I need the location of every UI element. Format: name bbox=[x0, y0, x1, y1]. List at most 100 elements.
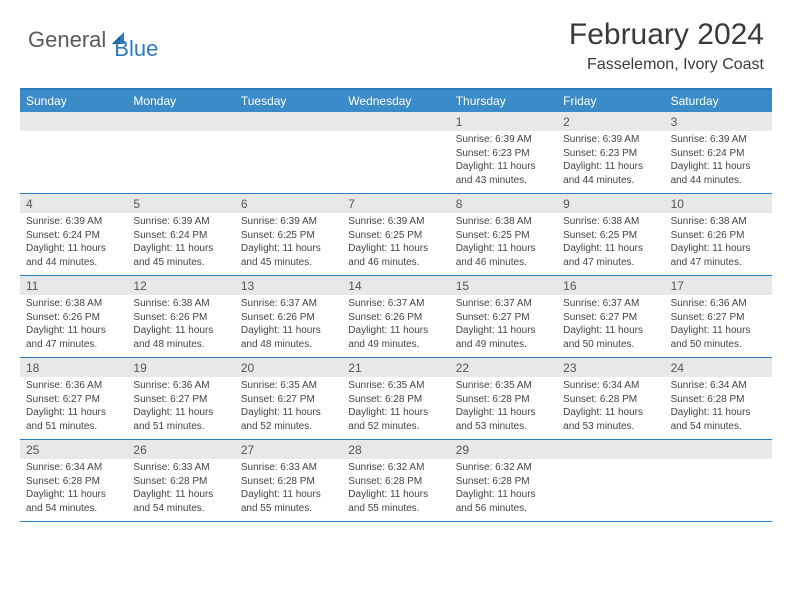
sunrise-text: Sunrise: 6:38 AM bbox=[671, 215, 766, 229]
day-number: 16 bbox=[557, 276, 664, 295]
daylight-text: Daylight: 11 hours and 49 minutes. bbox=[456, 324, 551, 351]
sunset-text: Sunset: 6:28 PM bbox=[563, 393, 658, 407]
daylight-text: Daylight: 11 hours and 50 minutes. bbox=[671, 324, 766, 351]
sunrise-text: Sunrise: 6:35 AM bbox=[456, 379, 551, 393]
day-content: Sunrise: 6:37 AMSunset: 6:26 PMDaylight:… bbox=[235, 295, 342, 357]
weekday-header: Sunday bbox=[20, 90, 127, 112]
day-content: Sunrise: 6:39 AMSunset: 6:23 PMDaylight:… bbox=[450, 131, 557, 193]
daylight-text: Daylight: 11 hours and 44 minutes. bbox=[563, 160, 658, 187]
sunset-text: Sunset: 6:26 PM bbox=[348, 311, 443, 325]
day-content bbox=[557, 459, 664, 521]
day-content: Sunrise: 6:37 AMSunset: 6:26 PMDaylight:… bbox=[342, 295, 449, 357]
weeks-container: 123Sunrise: 6:39 AMSunset: 6:23 PMDaylig… bbox=[20, 112, 772, 522]
sunrise-text: Sunrise: 6:37 AM bbox=[241, 297, 336, 311]
day-number: 7 bbox=[342, 194, 449, 213]
daylight-text: Daylight: 11 hours and 47 minutes. bbox=[671, 242, 766, 269]
daylight-text: Daylight: 11 hours and 49 minutes. bbox=[348, 324, 443, 351]
weekday-header: Wednesday bbox=[342, 90, 449, 112]
weekday-header: Friday bbox=[557, 90, 664, 112]
sunset-text: Sunset: 6:28 PM bbox=[133, 475, 228, 489]
sunset-text: Sunset: 6:26 PM bbox=[241, 311, 336, 325]
sunset-text: Sunset: 6:24 PM bbox=[26, 229, 121, 243]
day-number: 9 bbox=[557, 194, 664, 213]
day-content: Sunrise: 6:35 AMSunset: 6:27 PMDaylight:… bbox=[235, 377, 342, 439]
daylight-text: Daylight: 11 hours and 56 minutes. bbox=[456, 488, 551, 515]
sunrise-text: Sunrise: 6:39 AM bbox=[348, 215, 443, 229]
day-number: 22 bbox=[450, 358, 557, 377]
daylight-text: Daylight: 11 hours and 51 minutes. bbox=[26, 406, 121, 433]
sunrise-text: Sunrise: 6:38 AM bbox=[456, 215, 551, 229]
day-number bbox=[342, 112, 449, 131]
sunset-text: Sunset: 6:24 PM bbox=[671, 147, 766, 161]
sunset-text: Sunset: 6:28 PM bbox=[241, 475, 336, 489]
sunset-text: Sunset: 6:28 PM bbox=[348, 475, 443, 489]
day-number: 26 bbox=[127, 440, 234, 459]
day-number bbox=[665, 440, 772, 459]
sunset-text: Sunset: 6:27 PM bbox=[563, 311, 658, 325]
day-number: 6 bbox=[235, 194, 342, 213]
day-content: Sunrise: 6:39 AMSunset: 6:23 PMDaylight:… bbox=[557, 131, 664, 193]
sunset-text: Sunset: 6:27 PM bbox=[133, 393, 228, 407]
daylight-text: Daylight: 11 hours and 44 minutes. bbox=[671, 160, 766, 187]
sunrise-text: Sunrise: 6:32 AM bbox=[348, 461, 443, 475]
week-row: 18192021222324Sunrise: 6:36 AMSunset: 6:… bbox=[20, 358, 772, 440]
daylight-text: Daylight: 11 hours and 46 minutes. bbox=[456, 242, 551, 269]
day-content: Sunrise: 6:33 AMSunset: 6:28 PMDaylight:… bbox=[235, 459, 342, 521]
day-content: Sunrise: 6:38 AMSunset: 6:26 PMDaylight:… bbox=[20, 295, 127, 357]
day-number: 19 bbox=[127, 358, 234, 377]
daylight-text: Daylight: 11 hours and 51 minutes. bbox=[133, 406, 228, 433]
day-number bbox=[20, 112, 127, 131]
day-number: 21 bbox=[342, 358, 449, 377]
day-number: 12 bbox=[127, 276, 234, 295]
day-number: 13 bbox=[235, 276, 342, 295]
sunrise-text: Sunrise: 6:34 AM bbox=[671, 379, 766, 393]
daylight-text: Daylight: 11 hours and 43 minutes. bbox=[456, 160, 551, 187]
day-content: Sunrise: 6:37 AMSunset: 6:27 PMDaylight:… bbox=[450, 295, 557, 357]
day-content: Sunrise: 6:39 AMSunset: 6:24 PMDaylight:… bbox=[127, 213, 234, 275]
day-number: 20 bbox=[235, 358, 342, 377]
day-content: Sunrise: 6:38 AMSunset: 6:25 PMDaylight:… bbox=[450, 213, 557, 275]
sunrise-text: Sunrise: 6:38 AM bbox=[133, 297, 228, 311]
sunset-text: Sunset: 6:23 PM bbox=[456, 147, 551, 161]
day-number: 3 bbox=[665, 112, 772, 131]
logo-text-blue: Blue bbox=[114, 36, 158, 62]
sunrise-text: Sunrise: 6:39 AM bbox=[563, 133, 658, 147]
daylight-text: Daylight: 11 hours and 53 minutes. bbox=[456, 406, 551, 433]
daylight-text: Daylight: 11 hours and 53 minutes. bbox=[563, 406, 658, 433]
title-block: February 2024 Fasselemon, Ivory Coast bbox=[569, 18, 764, 74]
daylight-text: Daylight: 11 hours and 48 minutes. bbox=[241, 324, 336, 351]
day-content: Sunrise: 6:33 AMSunset: 6:28 PMDaylight:… bbox=[127, 459, 234, 521]
day-content: Sunrise: 6:39 AMSunset: 6:25 PMDaylight:… bbox=[235, 213, 342, 275]
sunset-text: Sunset: 6:28 PM bbox=[456, 475, 551, 489]
month-title: February 2024 bbox=[569, 18, 764, 52]
day-number: 24 bbox=[665, 358, 772, 377]
header: General Blue February 2024 Fasselemon, I… bbox=[0, 0, 792, 82]
sunrise-text: Sunrise: 6:35 AM bbox=[241, 379, 336, 393]
weekday-header: Thursday bbox=[450, 90, 557, 112]
sunset-text: Sunset: 6:27 PM bbox=[456, 311, 551, 325]
sunrise-text: Sunrise: 6:36 AM bbox=[671, 297, 766, 311]
day-number: 4 bbox=[20, 194, 127, 213]
day-number: 23 bbox=[557, 358, 664, 377]
sunrise-text: Sunrise: 6:33 AM bbox=[133, 461, 228, 475]
day-content: Sunrise: 6:38 AMSunset: 6:25 PMDaylight:… bbox=[557, 213, 664, 275]
daylight-text: Daylight: 11 hours and 54 minutes. bbox=[671, 406, 766, 433]
day-content: Sunrise: 6:35 AMSunset: 6:28 PMDaylight:… bbox=[450, 377, 557, 439]
sunset-text: Sunset: 6:26 PM bbox=[133, 311, 228, 325]
daylight-text: Daylight: 11 hours and 47 minutes. bbox=[26, 324, 121, 351]
day-content bbox=[20, 131, 127, 193]
weekday-header: Saturday bbox=[665, 90, 772, 112]
day-number: 5 bbox=[127, 194, 234, 213]
day-content: Sunrise: 6:39 AMSunset: 6:24 PMDaylight:… bbox=[20, 213, 127, 275]
day-number: 10 bbox=[665, 194, 772, 213]
weekday-header-row: Sunday Monday Tuesday Wednesday Thursday… bbox=[20, 90, 772, 112]
daylight-text: Daylight: 11 hours and 52 minutes. bbox=[348, 406, 443, 433]
sunrise-text: Sunrise: 6:33 AM bbox=[241, 461, 336, 475]
day-number: 29 bbox=[450, 440, 557, 459]
sunrise-text: Sunrise: 6:37 AM bbox=[348, 297, 443, 311]
day-number: 25 bbox=[20, 440, 127, 459]
day-content: Sunrise: 6:39 AMSunset: 6:25 PMDaylight:… bbox=[342, 213, 449, 275]
day-content bbox=[127, 131, 234, 193]
sunrise-text: Sunrise: 6:38 AM bbox=[26, 297, 121, 311]
day-content: Sunrise: 6:37 AMSunset: 6:27 PMDaylight:… bbox=[557, 295, 664, 357]
